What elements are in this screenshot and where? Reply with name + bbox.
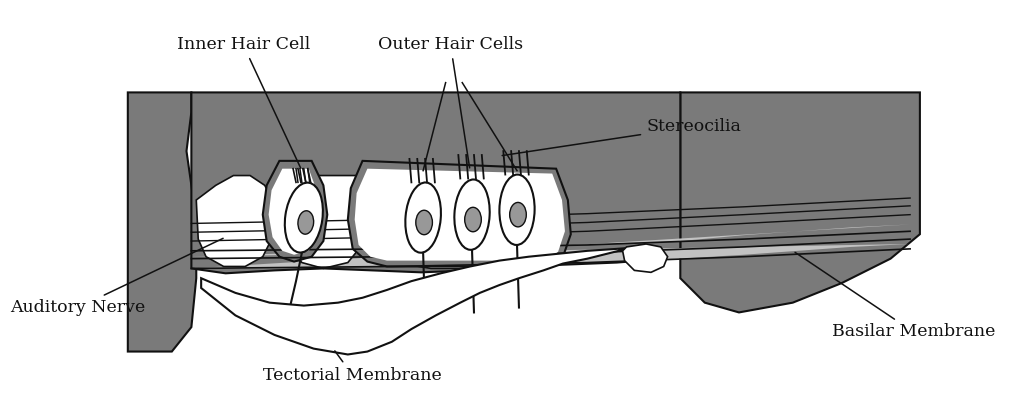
Text: Basilar Membrane: Basilar Membrane: [795, 252, 995, 341]
Polygon shape: [387, 176, 554, 268]
Polygon shape: [201, 244, 646, 355]
Ellipse shape: [465, 207, 481, 232]
Ellipse shape: [285, 183, 323, 253]
Polygon shape: [192, 224, 910, 268]
Polygon shape: [128, 92, 196, 351]
Text: Outer Hair Cells: Outer Hair Cells: [378, 36, 523, 168]
Polygon shape: [355, 169, 565, 261]
Polygon shape: [269, 169, 321, 255]
Text: Stereocilia: Stereocilia: [502, 118, 741, 156]
Ellipse shape: [298, 211, 313, 234]
Ellipse shape: [415, 210, 432, 235]
Ellipse shape: [499, 175, 535, 245]
Ellipse shape: [455, 179, 490, 250]
Polygon shape: [192, 92, 680, 273]
Text: Tectorial Membrane: Tectorial Membrane: [263, 351, 442, 384]
Polygon shape: [680, 92, 920, 312]
Polygon shape: [347, 161, 571, 267]
Polygon shape: [263, 161, 327, 261]
Polygon shape: [289, 176, 361, 268]
Text: Inner Hair Cell: Inner Hair Cell: [176, 36, 310, 168]
Polygon shape: [196, 176, 272, 267]
Ellipse shape: [509, 203, 526, 227]
Ellipse shape: [405, 182, 441, 253]
Polygon shape: [623, 244, 668, 272]
Text: Auditory Nerve: Auditory Nerve: [10, 238, 223, 316]
